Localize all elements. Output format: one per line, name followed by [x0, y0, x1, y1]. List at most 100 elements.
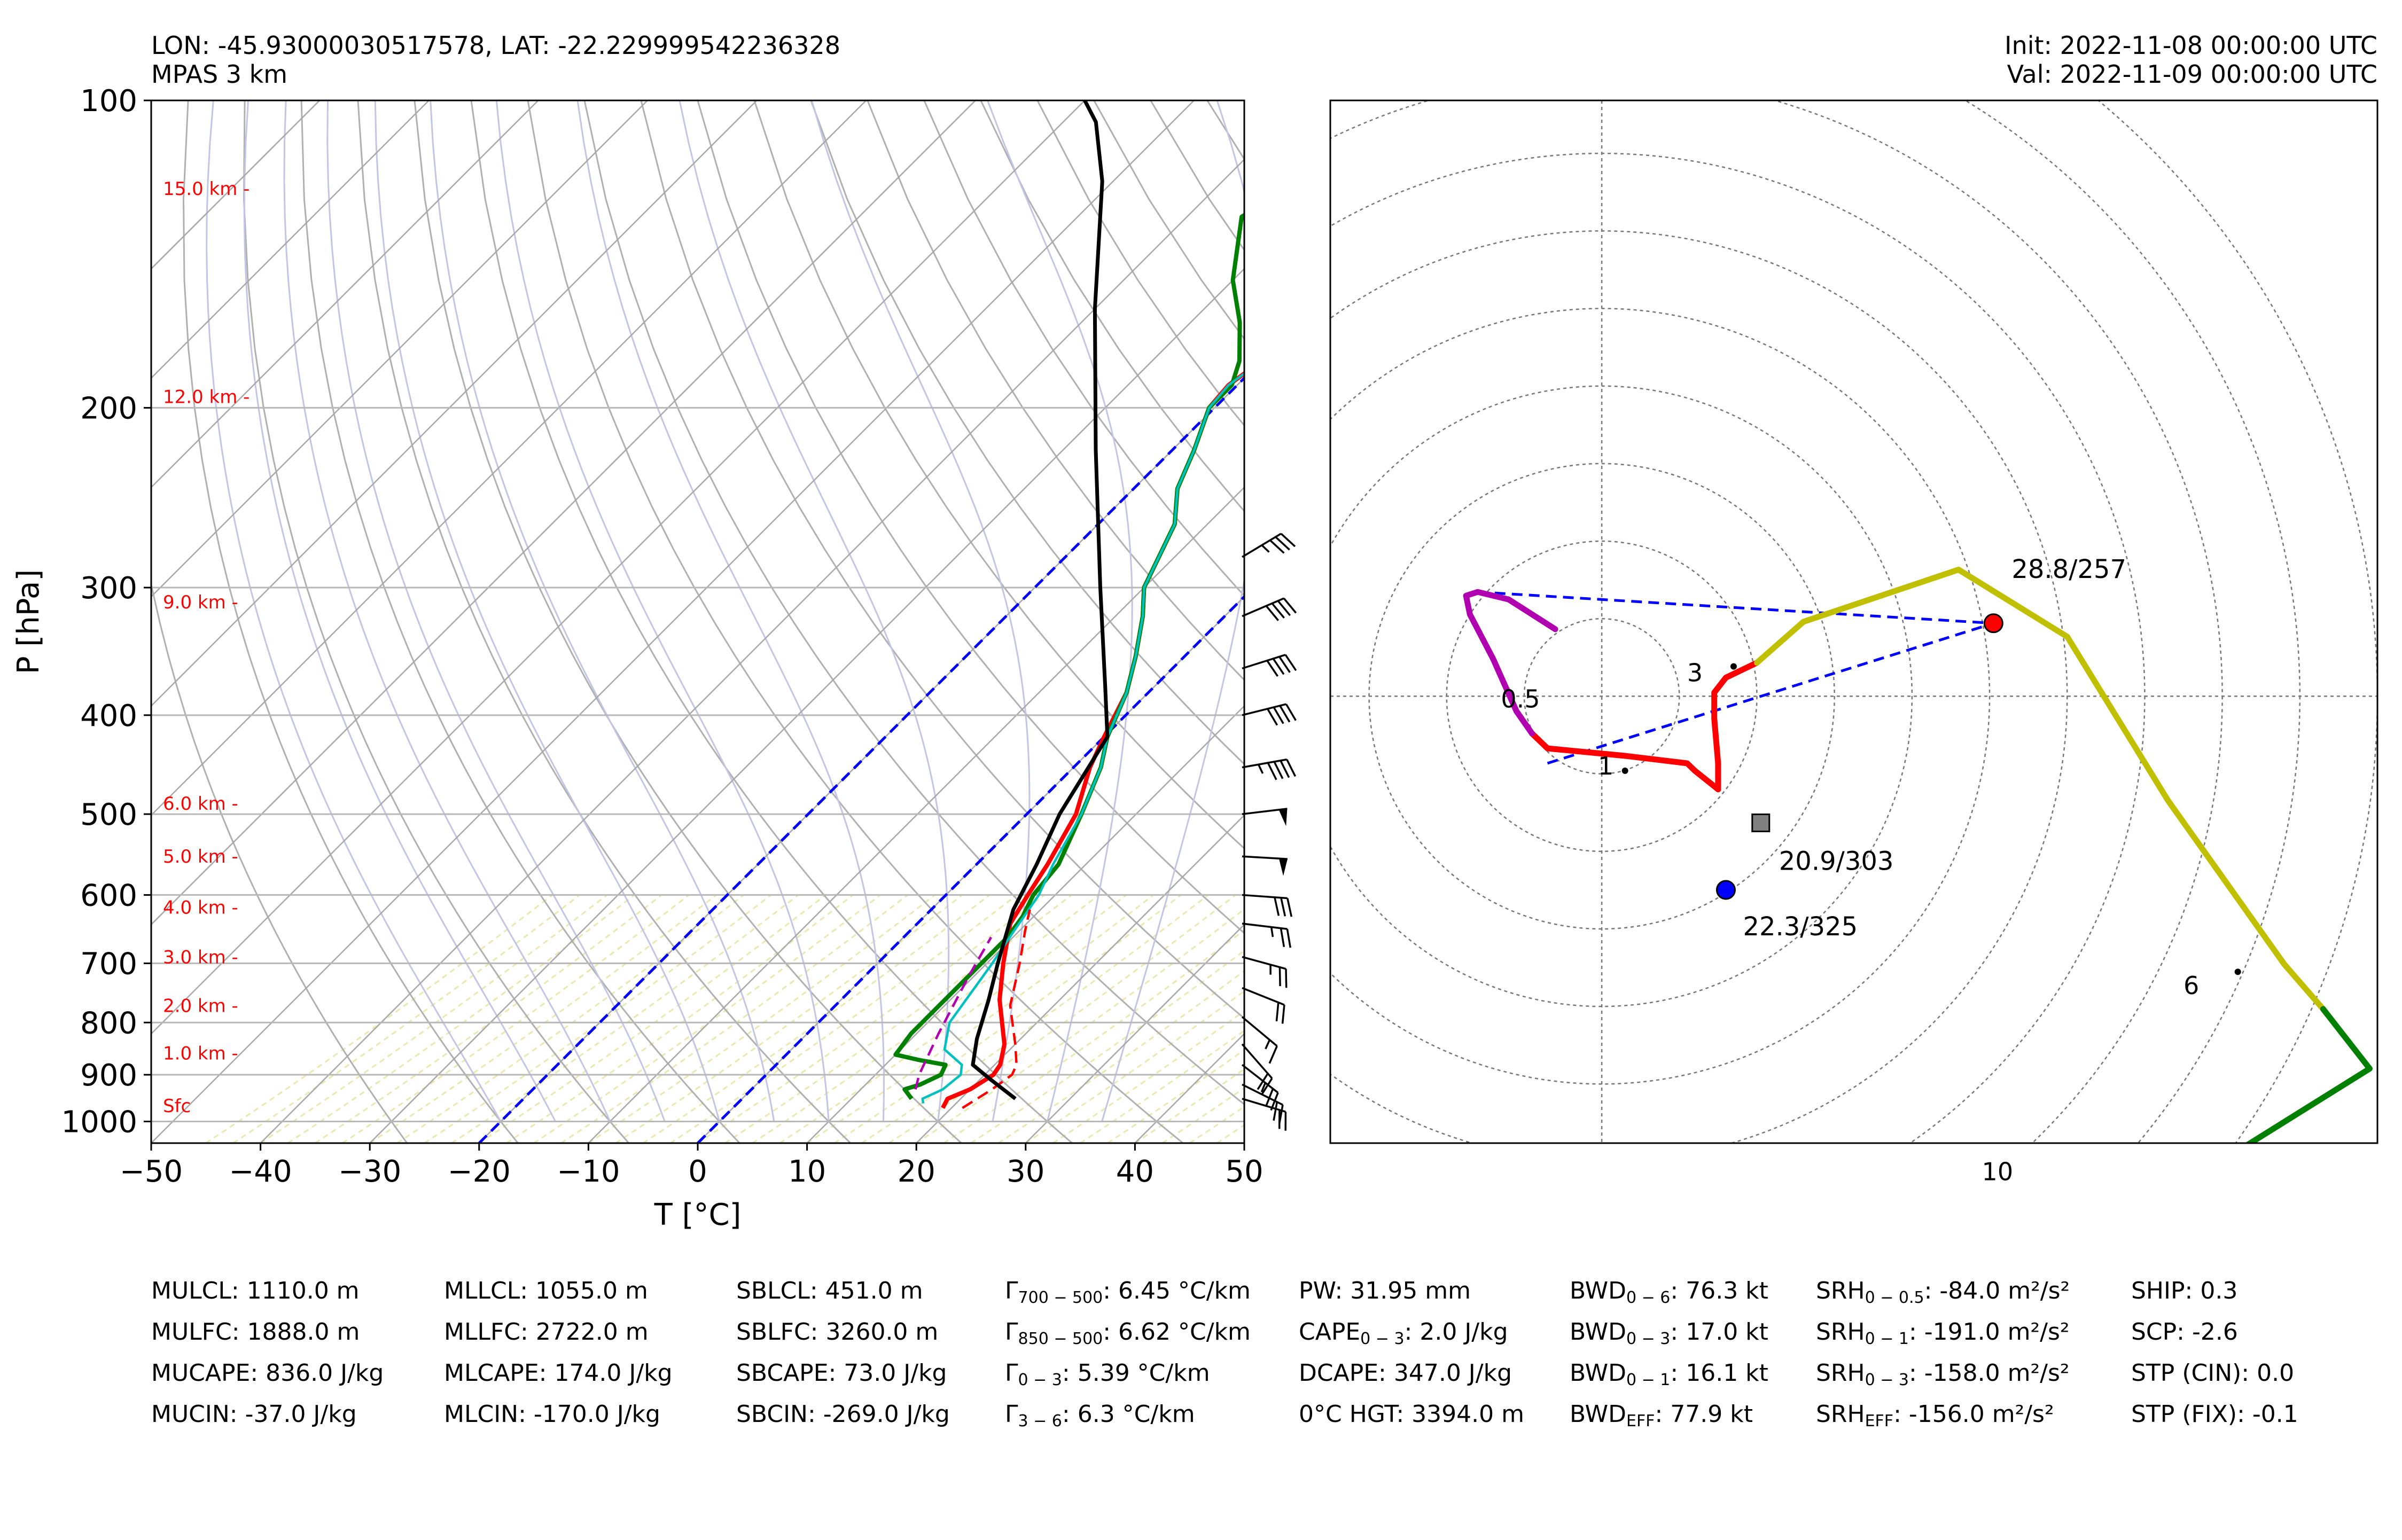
isotherm — [1025, 924, 1244, 1143]
hodograph-segment — [1463, 589, 1558, 737]
barb-full — [1283, 597, 1297, 614]
wind-barb — [1241, 1064, 1279, 1111]
dry-adiabat — [923, 100, 1244, 597]
mixing-ratio-line — [806, 894, 1155, 1143]
model-label: MPAS 3 km — [151, 60, 288, 89]
mixing-ratio-line — [1272, 895, 1618, 1143]
y-tick-label: 800 — [80, 1006, 137, 1041]
mixing-ratio-line — [861, 894, 1209, 1143]
storm-motion-marker — [1983, 613, 2003, 634]
y-tick-label: 700 — [80, 947, 137, 981]
mixing-ratio-line — [451, 894, 799, 1143]
barb-half — [1260, 1082, 1267, 1093]
dry-adiabat — [300, 100, 740, 1143]
mixing-ratio-line — [642, 894, 991, 1143]
height-label: Sfc — [163, 1096, 191, 1117]
parameter-value: MUCIN: -37.0 J/kg — [151, 1401, 357, 1428]
barb-half — [1265, 1039, 1271, 1050]
barb-full — [1279, 705, 1291, 723]
parameter-value: Γ700 − 500: 6.45 °C/km — [1005, 1277, 1251, 1307]
mixing-ratio-line — [779, 894, 1127, 1143]
barb-full — [1273, 707, 1284, 724]
barb-full — [1274, 897, 1280, 916]
parameter-value: Γ3 − 6: 6.3 °C/km — [1005, 1401, 1195, 1430]
height-label: 9.0 km - — [163, 592, 238, 613]
marker-label: 28.8/257 — [2011, 554, 2126, 584]
barb-shaft — [1242, 894, 1288, 900]
barb-full — [1280, 897, 1286, 917]
parameter-value: CAPE0 − 3: 2.0 J/kg — [1299, 1318, 1508, 1348]
marker-label: 20.9/303 — [1779, 846, 1894, 876]
dry-adiabat — [867, 100, 1244, 682]
x-tick-label: 10 — [788, 1154, 826, 1189]
dry-adiabat — [1036, 100, 1244, 427]
series-parcel-path — [971, 100, 1110, 1100]
hodograph-height-label: 3 — [1687, 659, 1703, 687]
height-dot — [1621, 767, 1628, 774]
mixing-ratio-line — [752, 894, 1099, 1143]
isotherm — [916, 814, 1244, 1143]
hodograph-segment — [1529, 730, 1721, 793]
series-temperature — [941, 371, 1244, 1109]
series-downdraft-parcel — [914, 936, 993, 1090]
skew-t-frame — [150, 99, 1245, 1144]
parameter-value: SCP: -2.6 — [2131, 1318, 2238, 1346]
barb-full — [1284, 654, 1297, 671]
parameter-value: STP (FIX): -0.1 — [2131, 1401, 2298, 1428]
height-label: 6.0 km - — [163, 793, 238, 815]
parameter-column: SBLCL: 451.0 m SBLFC: 3260.0 m SBCAPE: 73.… — [736, 1270, 950, 1435]
dry-adiabat — [1377, 100, 2402, 1143]
mixing-ratio-line — [1354, 895, 1701, 1143]
parameter-value: BWD0 − 3: 17.0 kt — [1570, 1318, 1768, 1348]
parameter-value: SRH0 − 1: -191.0 m²/s² — [1816, 1318, 2070, 1348]
barb-full — [1270, 1092, 1279, 1111]
parameter-value: SHIP: 0.3 — [2131, 1277, 2238, 1304]
isotherm — [151, 100, 758, 707]
moist-adiabat — [987, 100, 1133, 1122]
isotherm — [1244, 100, 2287, 1143]
hodograph-height-label: 10 — [1982, 1158, 2014, 1186]
moist-adiabat — [374, 100, 720, 1122]
mixing-ratio-line — [533, 894, 881, 1143]
barb-full — [1265, 1088, 1274, 1107]
y-tick-label: 400 — [80, 699, 137, 733]
moist-adiabat — [576, 100, 885, 1122]
barb-shaft — [1242, 855, 1288, 860]
y-axis-label: P [hPa] — [11, 569, 46, 674]
height-dot — [1730, 663, 1737, 670]
x-tick-label: 40 — [1116, 1154, 1154, 1189]
mixing-ratio-line — [1436, 895, 1782, 1143]
dry-adiabat — [357, 100, 851, 1143]
moist-adiabat — [1101, 100, 1244, 1122]
height-label: 5.0 km - — [163, 846, 238, 867]
parameter-table: MULCL: 1110.0 m MULFC: 1888.0 m MUCAPE: 83… — [151, 1270, 2395, 1441]
barb-full — [1286, 898, 1293, 917]
wind-barb — [1242, 759, 1297, 780]
wind-barb — [1242, 703, 1297, 726]
barb-shaft — [1242, 923, 1288, 930]
parameter-value: Γ850 − 500: 6.62 °C/km — [1005, 1318, 1251, 1348]
y-tick-label: 100 — [80, 84, 137, 119]
isotherm — [260, 158, 1244, 1143]
wind-barb — [1241, 1016, 1278, 1064]
barb-full — [1278, 656, 1291, 673]
dry-adiabat — [583, 100, 1244, 1106]
parameter-value: BWDEFF: 77.9 kt — [1570, 1401, 1753, 1430]
barb-full — [1281, 1004, 1285, 1024]
mixing-ratio-line — [916, 908, 1244, 1143]
barb-full — [1275, 1002, 1280, 1022]
height-label: 3.0 km - — [163, 947, 238, 968]
moist-adiabat — [495, 100, 830, 1122]
x-tick-label: 50 — [1225, 1154, 1263, 1189]
parameter-value: SRH0 − 0.5: -84.0 m²/s² — [1816, 1277, 2070, 1307]
hodograph-segment — [2244, 1006, 2373, 1143]
dry-adiabat — [697, 100, 1244, 934]
dry-adiabat — [640, 100, 1244, 1020]
y-tick-label: 1000 — [61, 1105, 137, 1139]
x-tick-label: −50 — [120, 1154, 183, 1189]
mixing-ratio-line — [1327, 895, 1673, 1143]
barb-shaft — [1242, 987, 1285, 1006]
hodograph-height-label: 6 — [2183, 971, 2199, 1000]
mixing-ratio-line — [478, 894, 826, 1143]
barb-full — [1286, 928, 1291, 948]
